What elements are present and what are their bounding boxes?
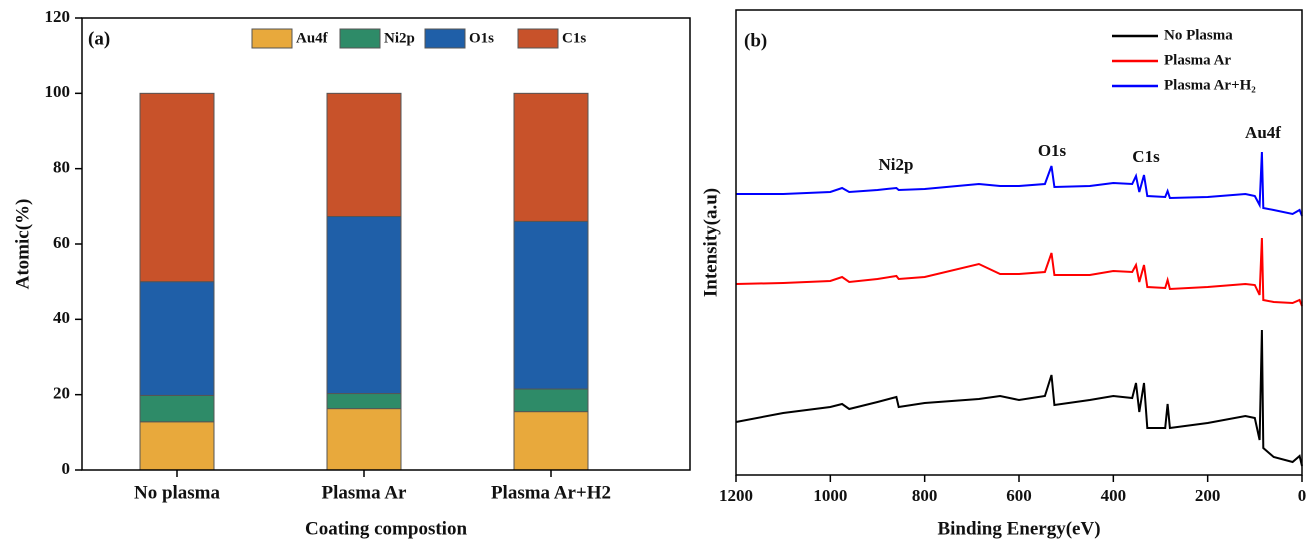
- bar-segment: [513, 411, 589, 471]
- x-tick-label: 400: [1101, 486, 1127, 505]
- y-tick-label: 20: [53, 384, 70, 403]
- y-tick-label: 60: [53, 233, 70, 252]
- bar-segment: [326, 393, 402, 410]
- bar-segment: [513, 92, 589, 222]
- panel-label: (a): [88, 28, 110, 49]
- spectrum-line: [735, 237, 1303, 307]
- y-tick-label: 0: [62, 459, 71, 478]
- bar-segment: [326, 216, 402, 395]
- legend-swatch: [424, 28, 466, 49]
- plot-frame: [81, 17, 691, 471]
- y-tick-label: 80: [53, 158, 70, 177]
- peak-annotation: Ni2p: [879, 155, 914, 174]
- legend-swatch: [251, 28, 293, 49]
- y-axis-label: Atomic(%): [12, 199, 33, 290]
- x-tick-label: No plasma: [134, 482, 221, 503]
- legend-label: Au4f: [296, 30, 329, 46]
- bar-segment: [513, 220, 589, 390]
- spectrum-line: [735, 329, 1303, 467]
- x-tick-label: 200: [1195, 486, 1221, 505]
- bar-segment: [326, 92, 402, 218]
- x-tick-label: 1200: [719, 486, 753, 505]
- y-tick-label: 120: [45, 7, 71, 26]
- legend-swatch: [339, 28, 381, 49]
- peak-annotation: Au4f: [1245, 123, 1281, 142]
- x-tick-label: 1000: [813, 486, 847, 505]
- legend-label: O1s: [469, 30, 494, 46]
- plot-frame: [735, 9, 1303, 476]
- bar-segment: [139, 281, 215, 396]
- bar-segment: [139, 394, 215, 423]
- legend-label: Ni2p: [384, 30, 415, 46]
- x-axis-label: Binding Energy(eV): [937, 518, 1100, 539]
- legend-label: C1s: [562, 30, 586, 46]
- x-tick-label: 0: [1298, 486, 1307, 505]
- peak-annotation: O1s: [1038, 141, 1067, 160]
- x-axis-label: Coating compostion: [305, 518, 467, 539]
- y-tick-label: 100: [45, 82, 71, 101]
- legend-label: No Plasma: [1164, 27, 1233, 43]
- y-tick-label: 40: [53, 308, 70, 327]
- legend-label: Plasma Ar: [1164, 52, 1231, 68]
- bar-segment: [326, 408, 402, 471]
- bar-segment: [139, 421, 215, 471]
- x-tick-label: Plasma Ar+H2: [491, 482, 611, 503]
- x-tick-label: 800: [912, 486, 938, 505]
- x-tick-label: Plasma Ar: [322, 482, 408, 503]
- bar-segment: [139, 92, 215, 283]
- legend-label: Plasma Ar+H₂: [1164, 77, 1256, 93]
- peak-annotation: C1s: [1132, 147, 1160, 166]
- legend-swatch: [517, 28, 559, 49]
- x-tick-label: 600: [1006, 486, 1032, 505]
- spectrum-line: [736, 151, 1303, 217]
- bar-segment: [513, 388, 589, 413]
- y-axis-label: Intensity(a.u): [700, 188, 721, 297]
- panel-label: (b): [744, 30, 767, 51]
